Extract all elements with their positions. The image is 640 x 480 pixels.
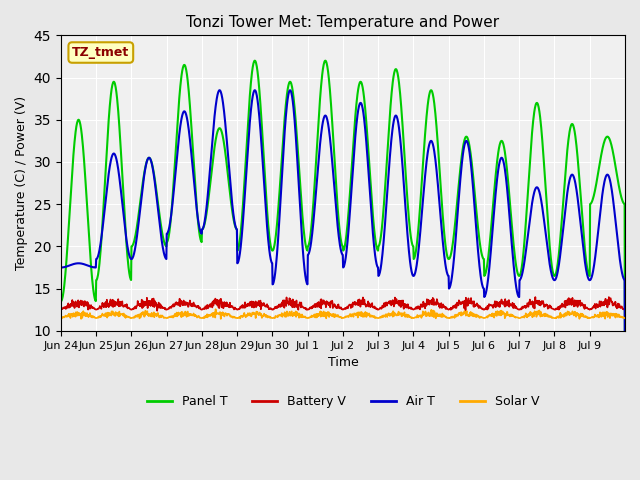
Line: Panel T: Panel T xyxy=(61,60,625,415)
Battery V xyxy=(531,294,539,300)
Air T xyxy=(328,162,336,168)
Panel T xyxy=(145,155,153,161)
Panel T xyxy=(57,299,65,304)
Solar V xyxy=(217,316,225,322)
Panel T xyxy=(328,123,336,129)
Air T xyxy=(559,228,567,234)
Panel T xyxy=(476,243,484,249)
Battery V xyxy=(154,308,161,314)
Panel T xyxy=(621,412,629,418)
Solar V xyxy=(318,313,326,319)
Solar V xyxy=(614,313,622,319)
Air T xyxy=(476,270,484,276)
Battery V xyxy=(318,300,326,306)
Solar V xyxy=(621,315,629,321)
Battery V xyxy=(328,300,336,305)
Legend: Panel T, Battery V, Air T, Solar V: Panel T, Battery V, Air T, Solar V xyxy=(141,390,545,413)
Battery V xyxy=(614,302,622,308)
Solar V xyxy=(477,314,484,320)
Air T xyxy=(621,412,629,418)
Panel T xyxy=(318,75,326,81)
Line: Air T: Air T xyxy=(61,90,625,415)
Air T xyxy=(145,155,153,161)
Air T xyxy=(614,241,622,247)
Air T xyxy=(318,126,326,132)
Solar V xyxy=(559,312,567,318)
Line: Battery V: Battery V xyxy=(61,297,625,311)
Battery V xyxy=(57,307,65,312)
Title: Tonzi Tower Met: Temperature and Power: Tonzi Tower Met: Temperature and Power xyxy=(186,15,499,30)
Air T xyxy=(57,264,65,270)
Panel T xyxy=(614,179,622,184)
Line: Solar V: Solar V xyxy=(61,309,625,319)
Text: TZ_tmet: TZ_tmet xyxy=(72,46,129,59)
Battery V xyxy=(145,302,153,308)
Battery V xyxy=(559,304,567,310)
Panel T xyxy=(559,203,567,208)
Solar V xyxy=(329,311,337,317)
Solar V xyxy=(212,306,220,312)
X-axis label: Time: Time xyxy=(328,356,358,369)
Battery V xyxy=(476,303,484,309)
Panel T xyxy=(251,58,259,63)
Solar V xyxy=(57,315,65,321)
Battery V xyxy=(621,307,629,312)
Air T xyxy=(216,87,223,93)
Y-axis label: Temperature (C) / Power (V): Temperature (C) / Power (V) xyxy=(15,96,28,270)
Solar V xyxy=(145,312,153,318)
